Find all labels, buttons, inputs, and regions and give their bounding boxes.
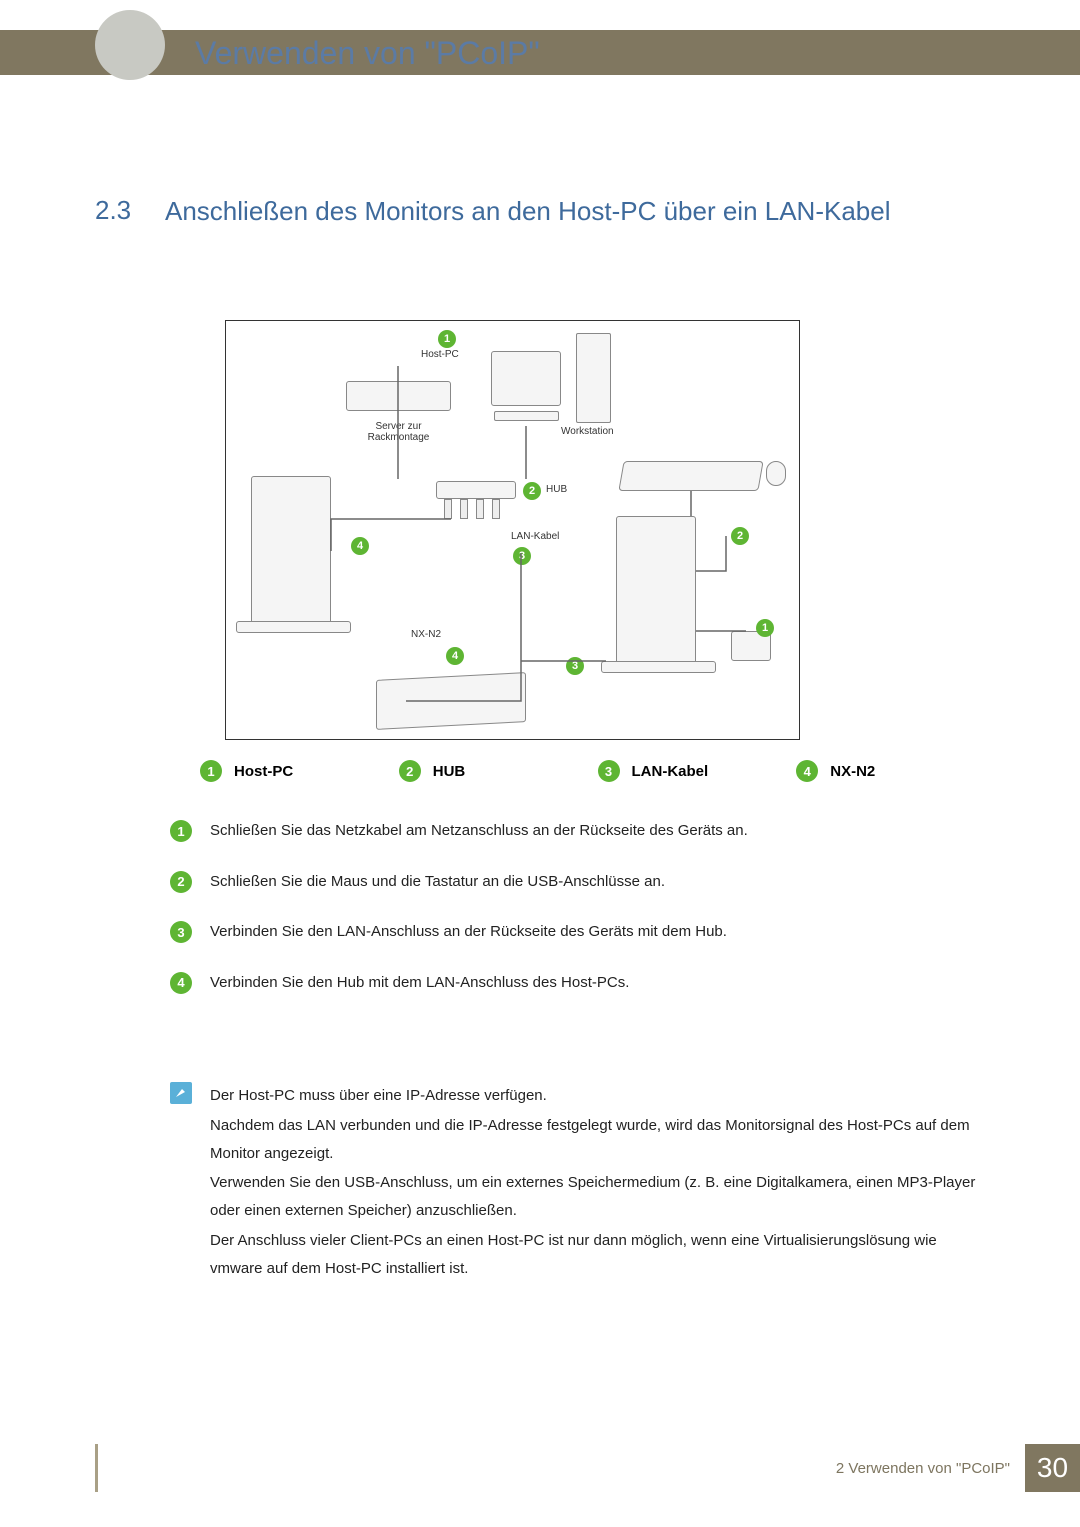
note-text: Der Host-PC muss über eine IP-Adresse ve… bbox=[210, 1082, 985, 1284]
step-text-3: Verbinden Sie den LAN-Anschluss an der R… bbox=[210, 921, 985, 944]
step-item: 3 Verbinden Sie den LAN-Anschluss an der… bbox=[170, 921, 985, 944]
keyboard2-graphic bbox=[618, 461, 763, 491]
monitor-graphic bbox=[491, 351, 561, 406]
note-line-2: Nachdem das LAN verbunden und die IP-Adr… bbox=[210, 1112, 985, 1168]
step-badge-4: 4 bbox=[170, 972, 192, 994]
legend-badge-2: 2 bbox=[399, 760, 421, 782]
step-text-1: Schließen Sie das Netzkabel am Netzansch… bbox=[210, 820, 985, 843]
step-item: 2 Schließen Sie die Maus und die Tastatu… bbox=[170, 871, 985, 894]
hub-port-graphic bbox=[444, 499, 452, 519]
diagram-badge-3b: 3 bbox=[566, 657, 584, 675]
left-margin-decoration bbox=[95, 1444, 98, 1492]
footer: 2 Verwenden von "PCoIP" 30 bbox=[836, 1444, 1080, 1492]
legend-item: 3 LAN-Kabel bbox=[598, 760, 787, 782]
hub-port-graphic bbox=[476, 499, 484, 519]
legend-item: 4 NX-N2 bbox=[796, 760, 985, 782]
note-line-4: Der Anschluss vieler Client-PCs an einen… bbox=[210, 1227, 985, 1283]
diagram-label-hostpc: Host-PC bbox=[421, 349, 459, 360]
step-badge-3: 3 bbox=[170, 921, 192, 943]
legend-label-4: NX-N2 bbox=[830, 763, 875, 780]
legend-badge-1: 1 bbox=[200, 760, 222, 782]
legend-badge-4: 4 bbox=[796, 760, 818, 782]
hub-port-graphic bbox=[460, 499, 468, 519]
section-number: 2.3 bbox=[95, 195, 131, 226]
diagram-badge-3a: 3 bbox=[513, 547, 531, 565]
hub-graphic bbox=[436, 481, 516, 499]
tower-graphic bbox=[576, 333, 611, 423]
diagram-badge-2a: 2 bbox=[523, 482, 541, 500]
diagram-label-server: Server zur Rackmontage bbox=[346, 421, 451, 443]
nxn2-left-graphic bbox=[251, 476, 331, 626]
step-badge-2: 2 bbox=[170, 871, 192, 893]
keyboard-graphic bbox=[494, 411, 559, 421]
step-text-2: Schließen Sie die Maus und die Tastatur … bbox=[210, 871, 985, 894]
chapter-circle-decoration bbox=[95, 10, 165, 80]
steps-list: 1 Schließen Sie das Netzkabel am Netzans… bbox=[170, 820, 985, 1022]
diagram-badge-1: 1 bbox=[438, 330, 456, 348]
nxn2-bottom-graphic bbox=[376, 672, 526, 730]
diagram-badge-1b: 1 bbox=[756, 619, 774, 637]
diagram-label-nxn2: NX-N2 bbox=[411, 629, 441, 640]
diagram-label-hub: HUB bbox=[546, 484, 567, 495]
nxn2-right-graphic bbox=[616, 516, 696, 666]
mouse-graphic bbox=[766, 461, 786, 486]
hub-port-graphic bbox=[492, 499, 500, 519]
connection-diagram: 1 Host-PC Server zur Rackmontage Worksta… bbox=[225, 320, 800, 740]
legend-label-1: Host-PC bbox=[234, 763, 293, 780]
step-badge-1: 1 bbox=[170, 820, 192, 842]
note-block: Der Host-PC muss über eine IP-Adresse ve… bbox=[170, 1082, 985, 1284]
step-text-4: Verbinden Sie den Hub mit dem LAN-Anschl… bbox=[210, 972, 985, 995]
legend-label-3: LAN-Kabel bbox=[632, 763, 709, 780]
step-item: 1 Schließen Sie das Netzkabel am Netzans… bbox=[170, 820, 985, 843]
page-number: 30 bbox=[1025, 1444, 1080, 1492]
nxn2-left-base bbox=[236, 621, 351, 633]
legend-item: 1 Host-PC bbox=[200, 760, 389, 782]
note-line-3: Verwenden Sie den USB-Anschluss, um ein … bbox=[210, 1169, 985, 1225]
nxn2-right-base bbox=[601, 661, 716, 673]
note-icon bbox=[170, 1082, 192, 1104]
diagram-label-lan: LAN-Kabel bbox=[511, 531, 559, 542]
diagram-badge-4b: 4 bbox=[446, 647, 464, 665]
server-rack-graphic bbox=[346, 381, 451, 411]
diagram-label-workstation: Workstation bbox=[561, 426, 614, 437]
step-item: 4 Verbinden Sie den Hub mit dem LAN-Ansc… bbox=[170, 972, 985, 995]
diagram-badge-2b: 2 bbox=[731, 527, 749, 545]
note-line-1: Der Host-PC muss über eine IP-Adresse ve… bbox=[210, 1082, 985, 1110]
diagram-badge-4a: 4 bbox=[351, 537, 369, 555]
legend-row: 1 Host-PC 2 HUB 3 LAN-Kabel 4 NX-N2 bbox=[200, 760, 985, 782]
legend-item: 2 HUB bbox=[399, 760, 588, 782]
legend-badge-3: 3 bbox=[598, 760, 620, 782]
section-title: Anschließen des Monitors an den Host-PC … bbox=[165, 195, 985, 229]
chapter-title: Verwenden von "PCoIP" bbox=[195, 35, 540, 72]
footer-text: 2 Verwenden von "PCoIP" bbox=[836, 1460, 1010, 1477]
legend-label-2: HUB bbox=[433, 763, 466, 780]
